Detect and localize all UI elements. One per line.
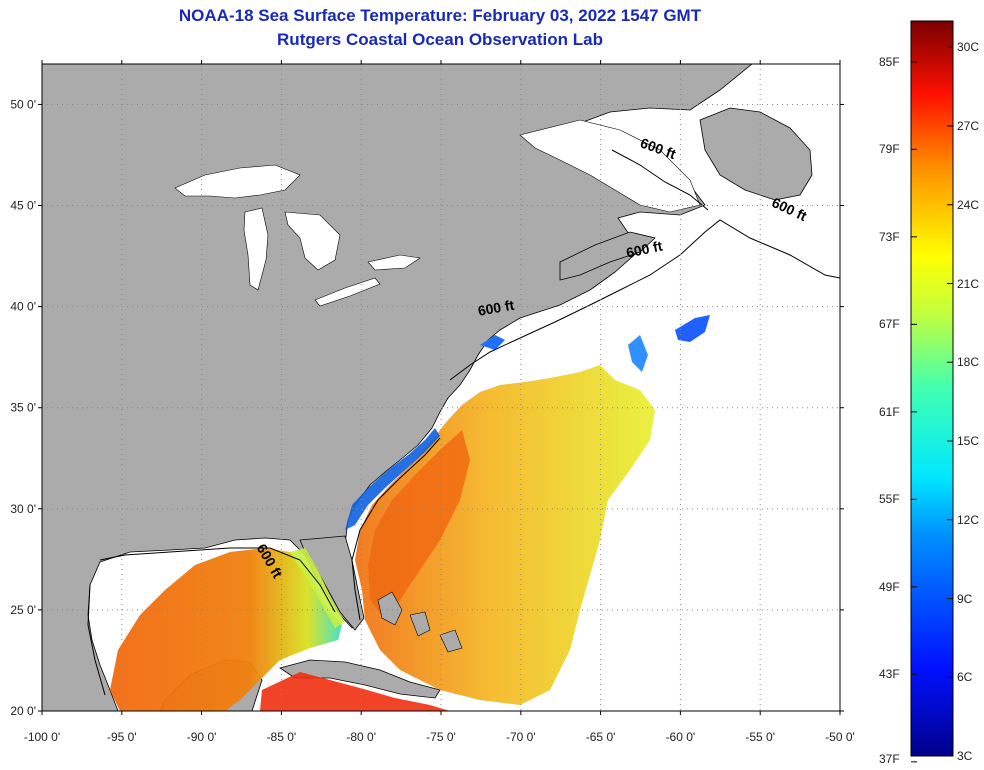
lat-tick-label: 35 0' — [10, 401, 36, 415]
sst-cold-patch-1 — [675, 315, 710, 342]
lon-tick-label: -80 0' — [346, 730, 376, 744]
lon-tick-label: -100 0' — [24, 730, 60, 744]
celsius-label: 15C — [957, 434, 980, 448]
lake-superior — [174, 164, 301, 199]
fahrenheit-label: 43F — [879, 667, 900, 682]
lon-tick-label: -85 0' — [267, 730, 297, 744]
contour-label-600ft: 600 ft — [477, 297, 516, 319]
celsius-label: 30C — [957, 40, 980, 55]
map-subtitle: Rutgers Coastal Ocean Observation Lab — [277, 30, 603, 49]
celsius-label: 21C — [957, 276, 980, 291]
lake-huron — [284, 211, 341, 271]
fahrenheit-label: 37F — [879, 752, 900, 766]
lat-tick-label: 20 0' — [10, 704, 36, 718]
axes: 20 0' 25 0' 30 0' 35 0' 40 0' 45 0' 50 0' -100 … — [10, 60, 855, 744]
lat-tick-label: 50 0' — [10, 97, 36, 111]
land-nova-scotia — [559, 231, 656, 281]
land-cuba — [279, 659, 441, 699]
contour-label-600ft: 600 ft — [625, 237, 664, 260]
lon-tick-label: -75 0' — [426, 730, 456, 744]
lon-tick-label: -95 0' — [107, 730, 137, 744]
lake-erie — [314, 277, 381, 307]
lat-tick-label: 25 0' — [10, 603, 36, 617]
colorbar-ticks — [911, 46, 953, 763]
contour-600ft — [87, 149, 840, 696]
lat-tick-label: 30 0' — [10, 502, 36, 516]
lon-tick-label: -90 0' — [187, 730, 217, 744]
lat-tick-label: 40 0' — [10, 300, 36, 314]
sst-atlantic-core — [368, 430, 470, 620]
grid-lines — [42, 64, 840, 711]
celsius-label: 24C — [957, 197, 980, 212]
sst-gulf-coastal-band — [290, 548, 345, 628]
lon-tick-label: -50 0' — [825, 730, 855, 744]
land-newfoundland — [699, 107, 813, 201]
colorbar — [910, 20, 954, 757]
land-bahamas — [377, 591, 463, 653]
fahrenheit-label: 61F — [879, 404, 900, 419]
celsius-label: 12C — [957, 512, 980, 527]
fahrenheit-label: 73F — [879, 229, 900, 244]
lon-tick-label: -65 0' — [586, 730, 616, 744]
fahrenheit-label: 85F — [879, 54, 900, 69]
map-title: NOAA-18 Sea Surface Temperature: Februar… — [178, 6, 702, 25]
sst-coastal-cold — [345, 428, 440, 530]
lat-tick-label: 45 0' — [10, 199, 36, 213]
celsius-label: 27C — [957, 119, 980, 133]
gulf-st-lawrence — [519, 119, 701, 213]
lake-michigan — [243, 207, 269, 291]
lon-tick-label: -55 0' — [745, 730, 775, 744]
celsius-label: 9C — [957, 591, 973, 606]
lon-tick-label: -70 0' — [506, 730, 536, 744]
sst-cold-patch-3 — [480, 335, 505, 350]
sst-caribbean — [260, 672, 450, 711]
celsius-label: 18C — [957, 355, 980, 370]
fahrenheit-label: 67F — [879, 317, 900, 332]
fahrenheit-label: 49F — [879, 579, 900, 594]
sst-cold-patch-2 — [628, 335, 648, 372]
sst-gulf-of-mexico — [110, 548, 342, 711]
fahrenheit-label: 55F — [879, 492, 900, 507]
fahrenheit-label: 79F — [879, 142, 900, 157]
lake-ontario — [367, 254, 421, 271]
lon-tick-label: -60 0' — [666, 730, 696, 744]
celsius-label: 3C — [957, 749, 973, 763]
celsius-label: 6C — [957, 670, 973, 685]
